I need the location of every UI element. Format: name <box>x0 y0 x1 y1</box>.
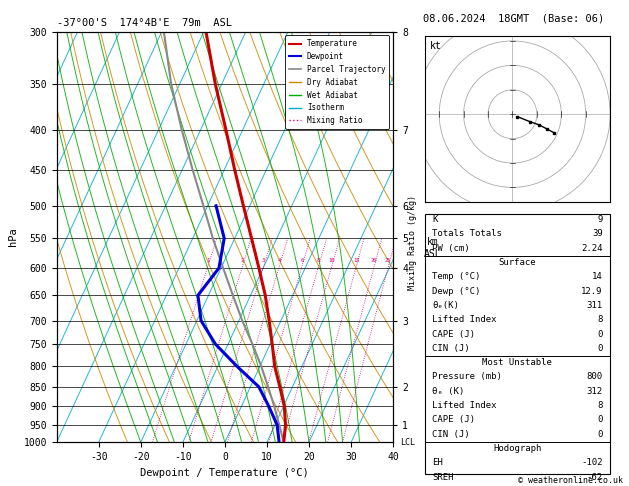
Text: CIN (J): CIN (J) <box>432 430 470 439</box>
Legend: Temperature, Dewpoint, Parcel Trajectory, Dry Adiabat, Wet Adiabat, Isotherm, Mi: Temperature, Dewpoint, Parcel Trajectory… <box>286 35 389 129</box>
Text: 312: 312 <box>587 387 603 396</box>
Text: Hodograph: Hodograph <box>493 444 542 453</box>
Text: LCL: LCL <box>400 438 415 447</box>
Text: Surface: Surface <box>499 258 536 267</box>
Text: CAPE (J): CAPE (J) <box>432 416 475 424</box>
Text: 08.06.2024  18GMT  (Base: 06): 08.06.2024 18GMT (Base: 06) <box>423 14 604 24</box>
Text: CIN (J): CIN (J) <box>432 344 470 353</box>
X-axis label: Dewpoint / Temperature (°C): Dewpoint / Temperature (°C) <box>140 468 309 478</box>
Text: -102: -102 <box>581 458 603 467</box>
Text: 1: 1 <box>206 258 209 263</box>
Text: PW (cm): PW (cm) <box>432 244 470 253</box>
Text: 2.24: 2.24 <box>581 244 603 253</box>
Text: 0: 0 <box>598 344 603 353</box>
Text: 2: 2 <box>241 258 244 263</box>
Text: θₑ (K): θₑ (K) <box>432 387 464 396</box>
Text: CAPE (J): CAPE (J) <box>432 330 475 339</box>
Text: 8: 8 <box>317 258 320 263</box>
Text: © weatheronline.co.uk: © weatheronline.co.uk <box>518 476 623 485</box>
Text: Dewp (°C): Dewp (°C) <box>432 287 481 295</box>
Text: 15: 15 <box>353 258 359 263</box>
Text: EH: EH <box>432 458 443 467</box>
Text: -37°00'S  174°4B'E  79m  ASL: -37°00'S 174°4B'E 79m ASL <box>57 18 231 28</box>
Text: 0: 0 <box>598 416 603 424</box>
Text: 14: 14 <box>592 272 603 281</box>
Text: 8: 8 <box>598 401 603 410</box>
Text: 3: 3 <box>262 258 265 263</box>
Y-axis label: hPa: hPa <box>8 227 18 246</box>
Text: 8: 8 <box>598 315 603 324</box>
Text: 20: 20 <box>371 258 377 263</box>
Y-axis label: km
ASL: km ASL <box>424 237 442 259</box>
Text: K: K <box>432 215 437 224</box>
Text: 12.9: 12.9 <box>581 287 603 295</box>
Text: 4: 4 <box>277 258 281 263</box>
Text: SREH: SREH <box>432 472 454 482</box>
Text: Lifted Index: Lifted Index <box>432 401 496 410</box>
Text: -62: -62 <box>587 472 603 482</box>
Text: 39: 39 <box>592 229 603 239</box>
Text: 10: 10 <box>328 258 335 263</box>
Text: 25: 25 <box>385 258 391 263</box>
Text: 800: 800 <box>587 372 603 382</box>
Text: θₑ(K): θₑ(K) <box>432 301 459 310</box>
Text: Lifted Index: Lifted Index <box>432 315 496 324</box>
Text: Most Unstable: Most Unstable <box>482 358 552 367</box>
Text: Mixing Ratio (g/kg): Mixing Ratio (g/kg) <box>408 195 416 291</box>
Text: 9: 9 <box>598 215 603 224</box>
Text: 311: 311 <box>587 301 603 310</box>
Text: Temp (°C): Temp (°C) <box>432 272 481 281</box>
Text: 0: 0 <box>598 330 603 339</box>
Text: Pressure (mb): Pressure (mb) <box>432 372 502 382</box>
Text: 0: 0 <box>598 430 603 439</box>
Text: Totals Totals: Totals Totals <box>432 229 502 239</box>
Text: kt: kt <box>430 41 442 51</box>
Text: 6: 6 <box>300 258 303 263</box>
